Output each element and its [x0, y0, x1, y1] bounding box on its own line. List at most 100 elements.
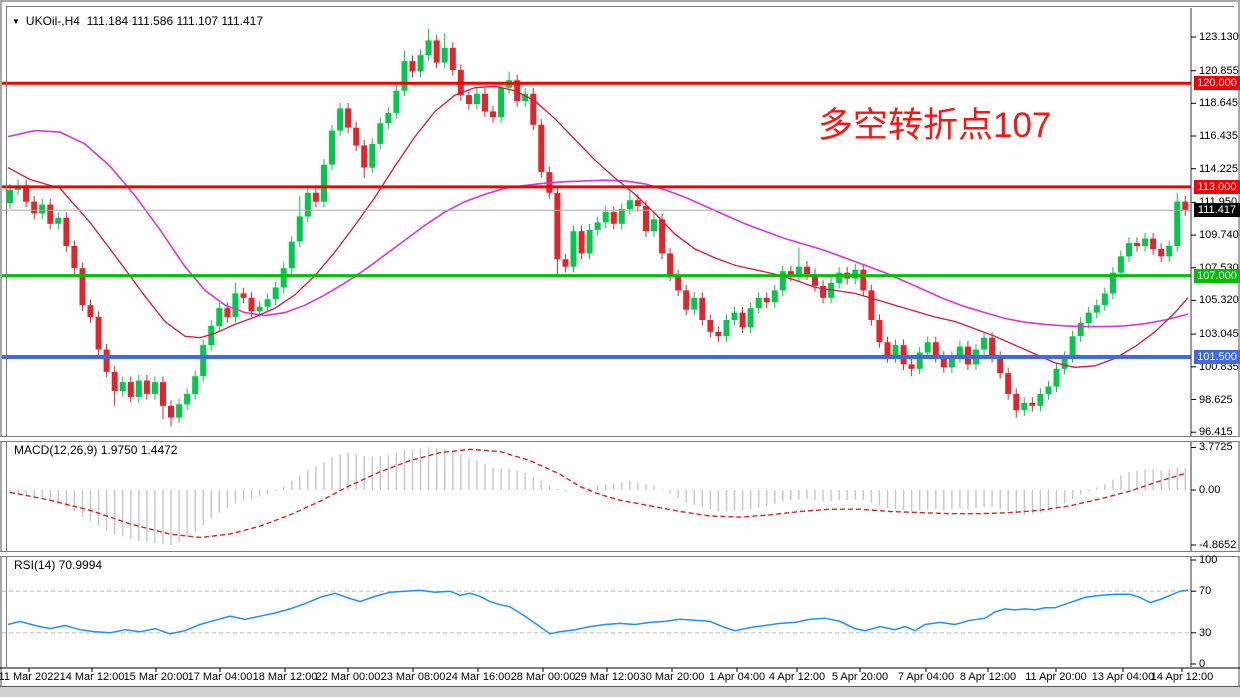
candle-body: [111, 371, 118, 391]
panel-separator-macd[interactable]: [0, 436, 1240, 442]
candle-body: [87, 305, 94, 317]
window-bottom-border: [0, 686, 1240, 697]
candle-body: [272, 287, 279, 300]
symbol-dropdown-arrow-icon[interactable]: ▼: [12, 17, 20, 26]
candle-body: [836, 272, 843, 284]
candle-body: [1126, 243, 1132, 257]
candle-body: [763, 297, 770, 303]
time-axis-label: 23 Mar 08:00: [380, 671, 446, 683]
candle-body: [345, 108, 352, 128]
candle-body: [498, 87, 505, 118]
price-tag-107.000: 107.000: [1194, 268, 1240, 283]
time-axis-label: 22 Mar 00:00: [315, 671, 381, 683]
rsi-axis-tick-label: 70: [1199, 585, 1212, 598]
time-axis-label: 5 Apr 20:00: [831, 671, 889, 683]
time-axis-label: 15 Mar 20:00: [123, 671, 189, 683]
price-tag-120.000: 120.000: [1194, 76, 1240, 91]
price-axis-tick-label: 103.045: [1199, 328, 1239, 341]
candle-body: [1166, 246, 1173, 257]
symbol-text: UKOil-,H4: [25, 14, 80, 28]
candle-body: [940, 357, 947, 368]
price-tag-101.500: 101.500: [1194, 349, 1240, 364]
candle-body: [264, 299, 271, 307]
candle-body: [490, 111, 496, 118]
candle-body: [981, 337, 988, 350]
candle-body: [626, 200, 633, 210]
candle-body: [643, 206, 649, 232]
price-axis-tick-label: 96.415: [1199, 426, 1233, 439]
time-axis-label: 14 Mar 12:00: [59, 671, 125, 683]
candle-body: [578, 231, 585, 254]
candle-body: [361, 145, 368, 168]
candle-body: [200, 345, 207, 377]
price-axis-tick-label: 109.740: [1199, 229, 1239, 242]
rsi-axis-tick-label: 30: [1199, 626, 1212, 639]
candle-body: [586, 229, 593, 254]
candle-body: [31, 201, 38, 214]
candle-body: [1134, 243, 1140, 247]
candle-body: [296, 216, 303, 242]
candle-body: [256, 306, 263, 312]
candle-body: [538, 124, 545, 172]
candle-body: [989, 337, 996, 357]
candle-body: [7, 189, 13, 204]
candle-body: [176, 404, 183, 418]
panel-separator-rsi[interactable]: [0, 551, 1240, 557]
time-axis-label: 14 Apr 12:00: [1150, 671, 1214, 683]
candle-body: [417, 55, 424, 72]
candle-body: [184, 394, 191, 405]
candle-body: [530, 93, 537, 125]
candle-body: [707, 320, 714, 332]
candle-body: [192, 376, 199, 394]
candle-body: [143, 380, 150, 394]
macd-signal-line: [9, 448, 1186, 539]
candle-body: [1061, 357, 1068, 369]
price-axis-tick-label: 123.130: [1199, 31, 1239, 43]
candle-body: [63, 217, 70, 246]
candle-body: [1085, 312, 1092, 323]
candle-body: [948, 357, 955, 368]
price-axis-tick-label: 105.320: [1199, 294, 1239, 307]
candle-body: [755, 297, 762, 309]
chart-annotation-text[interactable]: 多空转折点107: [818, 106, 1052, 145]
candle-body: [168, 405, 174, 418]
candle-body: [433, 40, 440, 63]
chart-symbol-label: ▼ UKOil-,H4 111.184 111.586 111.107 111.4…: [12, 14, 263, 28]
current-price-tag: 111.417: [1194, 203, 1240, 218]
candle-body: [1069, 336, 1076, 357]
candle-body: [151, 382, 158, 394]
candle-body: [876, 320, 883, 343]
rsi-name: RSI(14): [14, 558, 56, 572]
candle-body: [610, 212, 617, 224]
candle-body: [473, 93, 480, 105]
candle-body: [900, 345, 907, 365]
macd-name: MACD(12,26,9): [14, 443, 98, 457]
candle-body: [779, 271, 786, 291]
candle-body: [288, 241, 295, 269]
candle-body: [248, 297, 255, 312]
candle-body: [916, 352, 923, 369]
candle-body: [1117, 256, 1124, 273]
panel-frame-left: [6, 6, 7, 668]
time-axis-label: 13 Apr 04:00: [1091, 671, 1155, 683]
candle-body: [55, 217, 62, 224]
candle-body: [997, 357, 1004, 374]
candle-body: [1029, 402, 1036, 406]
time-axis-label: 18 Mar 12:00: [252, 671, 318, 683]
macd-axis-tick-label: 3.7725: [1199, 441, 1233, 454]
candle-body: [812, 274, 818, 286]
candle-body: [321, 164, 327, 202]
candle-body: [860, 269, 867, 291]
candle-body: [208, 325, 215, 346]
candle-body: [1101, 293, 1108, 306]
candle-body: [554, 192, 561, 260]
candle-body: [908, 364, 915, 369]
candle-body: [892, 345, 899, 357]
candle-body: [377, 123, 384, 144]
candle-body: [1158, 249, 1165, 257]
candle-body: [304, 192, 311, 217]
rsi-value: 70.9994: [58, 558, 103, 572]
time-axis-label: 24 Mar 16:00: [445, 671, 511, 683]
